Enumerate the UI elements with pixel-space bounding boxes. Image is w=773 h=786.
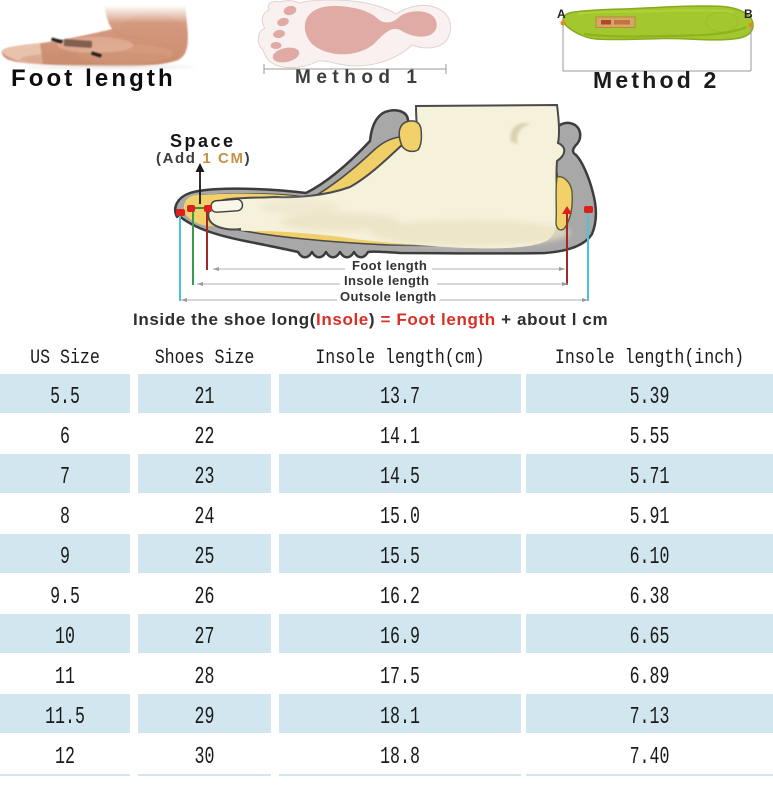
svg-text:B: B — [744, 7, 753, 21]
svg-text:A: A — [557, 7, 566, 21]
